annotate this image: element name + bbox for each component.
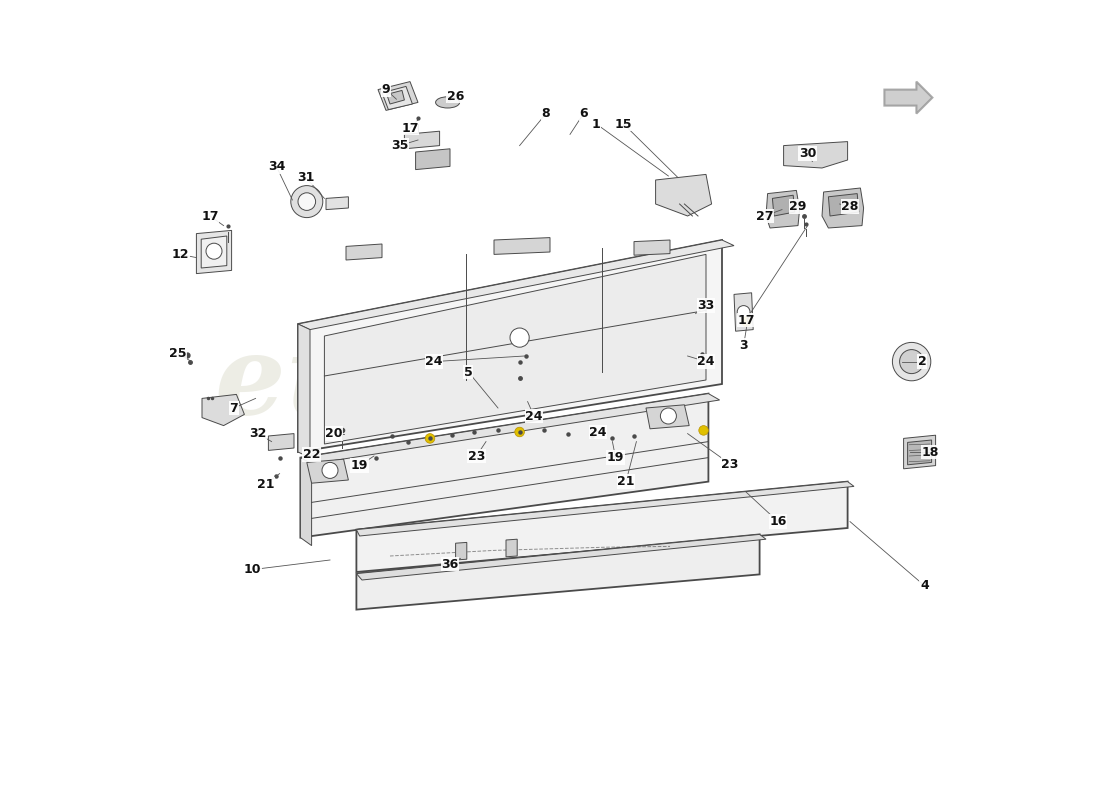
Text: 24: 24 <box>697 355 715 368</box>
Text: 35: 35 <box>390 139 408 152</box>
Text: 17: 17 <box>737 314 755 326</box>
Text: 9: 9 <box>382 83 390 96</box>
Text: 10: 10 <box>244 563 261 576</box>
Polygon shape <box>634 240 670 255</box>
Polygon shape <box>646 405 690 429</box>
Text: 17: 17 <box>201 210 219 222</box>
Circle shape <box>660 408 676 424</box>
Polygon shape <box>405 131 440 149</box>
Polygon shape <box>382 86 412 110</box>
Polygon shape <box>346 244 382 260</box>
Circle shape <box>892 342 931 381</box>
Polygon shape <box>378 82 418 110</box>
Text: 21: 21 <box>257 478 275 490</box>
Polygon shape <box>300 458 311 546</box>
Text: 24: 24 <box>526 410 542 422</box>
Circle shape <box>737 306 750 318</box>
Text: 21: 21 <box>617 475 635 488</box>
Text: 6: 6 <box>580 107 587 120</box>
Circle shape <box>515 427 525 437</box>
Text: 33: 33 <box>697 299 715 312</box>
Circle shape <box>741 317 751 326</box>
Polygon shape <box>828 194 859 216</box>
Polygon shape <box>908 440 932 465</box>
Polygon shape <box>298 324 310 458</box>
Text: 12: 12 <box>172 248 189 261</box>
Polygon shape <box>766 190 800 228</box>
Polygon shape <box>656 174 712 216</box>
Text: a passion for parts since1985: a passion for parts since1985 <box>417 527 683 545</box>
Text: 4: 4 <box>920 579 928 592</box>
Polygon shape <box>300 394 708 538</box>
Circle shape <box>206 243 222 259</box>
Text: 2: 2 <box>917 355 926 368</box>
Polygon shape <box>356 534 760 610</box>
Polygon shape <box>201 236 227 268</box>
Text: 8: 8 <box>541 107 550 120</box>
Text: 26: 26 <box>447 90 464 102</box>
Polygon shape <box>356 482 848 572</box>
Text: 28: 28 <box>842 200 859 213</box>
Text: 22: 22 <box>302 448 320 461</box>
Polygon shape <box>772 195 795 216</box>
Text: 23: 23 <box>468 450 485 462</box>
Polygon shape <box>307 459 349 483</box>
Text: 17: 17 <box>402 122 419 134</box>
Text: 15: 15 <box>615 118 632 130</box>
Text: 5: 5 <box>464 366 473 378</box>
Polygon shape <box>822 188 864 228</box>
Circle shape <box>290 186 322 218</box>
Polygon shape <box>356 534 766 580</box>
Circle shape <box>698 426 708 435</box>
Polygon shape <box>298 240 734 330</box>
Polygon shape <box>268 434 294 450</box>
Text: 34: 34 <box>267 160 285 173</box>
Text: 25: 25 <box>169 347 187 360</box>
Circle shape <box>900 350 924 374</box>
Polygon shape <box>387 90 405 104</box>
Text: 31: 31 <box>297 171 315 184</box>
Polygon shape <box>416 149 450 170</box>
Circle shape <box>298 193 316 210</box>
Text: 3: 3 <box>739 339 748 352</box>
Polygon shape <box>455 542 466 560</box>
Text: 18: 18 <box>922 446 938 458</box>
Text: 1: 1 <box>592 118 601 130</box>
Text: 36: 36 <box>441 558 459 570</box>
Polygon shape <box>783 142 848 168</box>
Polygon shape <box>356 482 854 536</box>
Circle shape <box>322 462 338 478</box>
Polygon shape <box>300 394 719 464</box>
Polygon shape <box>884 82 933 114</box>
Text: euro: euro <box>214 330 498 438</box>
Text: 32: 32 <box>250 427 266 440</box>
Ellipse shape <box>436 97 460 108</box>
Polygon shape <box>734 293 754 331</box>
Circle shape <box>510 328 529 347</box>
Polygon shape <box>298 240 722 452</box>
Text: 19: 19 <box>607 451 625 464</box>
Text: 23: 23 <box>722 458 739 470</box>
Text: 7: 7 <box>230 402 239 414</box>
Text: 19: 19 <box>351 459 369 472</box>
Text: 20: 20 <box>326 427 343 440</box>
Circle shape <box>426 434 434 443</box>
Polygon shape <box>506 539 517 557</box>
Text: 24: 24 <box>426 355 442 368</box>
Polygon shape <box>197 230 232 274</box>
Polygon shape <box>324 254 706 444</box>
Polygon shape <box>202 394 244 426</box>
Text: 16: 16 <box>769 515 786 528</box>
Polygon shape <box>494 238 550 254</box>
Text: 29: 29 <box>790 200 806 213</box>
Polygon shape <box>903 435 936 469</box>
Polygon shape <box>326 197 349 210</box>
Text: 30: 30 <box>799 147 816 160</box>
Text: 24: 24 <box>590 426 607 438</box>
Text: 27: 27 <box>756 210 773 222</box>
